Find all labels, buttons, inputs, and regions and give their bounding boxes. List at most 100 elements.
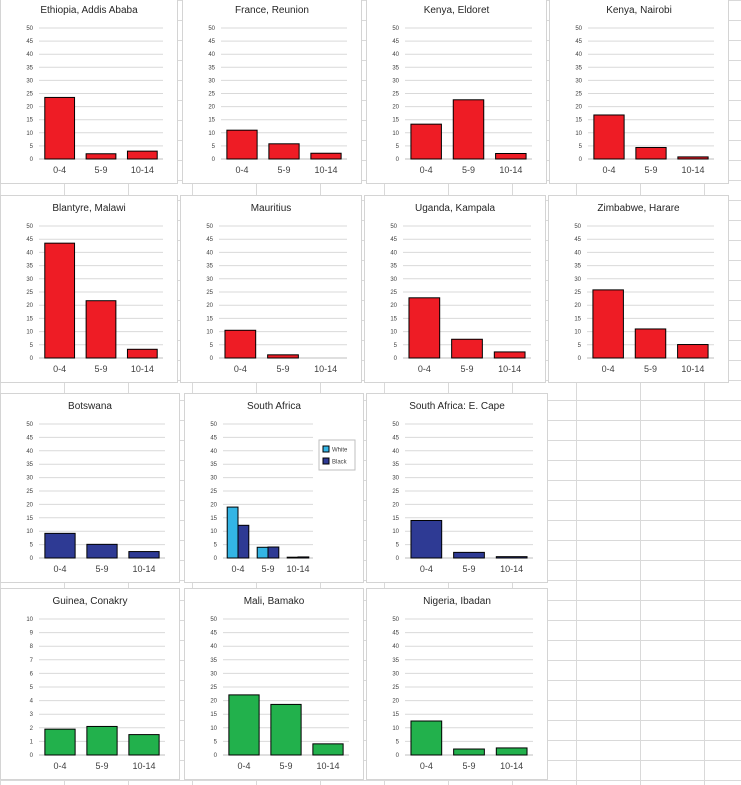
chart-svg: Uganda, Kampala 0 5 10 15 20 25 30 35 40 45 50 0-4 5-… bbox=[390, 203, 531, 374]
chart-svg: Kenya, Eldoret 0 5 10 15 20 25 30 35 40 45 50 0-4 5-9… bbox=[392, 5, 532, 175]
bar bbox=[86, 725, 118, 756]
y-tick-label: 5 bbox=[30, 543, 34, 549]
y-tick-label: 20 bbox=[575, 105, 582, 111]
chart-title: Mali, Bamako bbox=[244, 596, 305, 607]
bar bbox=[85, 300, 117, 359]
bar bbox=[44, 728, 76, 756]
chart-title: Botswana bbox=[68, 401, 112, 412]
category-label: 0-4 bbox=[602, 364, 615, 374]
category-label: 10-14 bbox=[132, 564, 155, 574]
chart-svg: South Africa: E. Cape 0 5 10 15 20 25 30 35 40 45 5… bbox=[392, 401, 533, 574]
y-tick-label: 35 bbox=[26, 462, 33, 468]
category-label: 5-9 bbox=[95, 761, 108, 771]
chart-panel: Mali, Bamako 0 5 10 15 20 25 30 35 40 45 50 0-4 5-9 10… bbox=[184, 588, 364, 780]
category-label: 5-9 bbox=[279, 761, 292, 771]
legend-swatch bbox=[322, 445, 330, 453]
category-label: 10-14 bbox=[132, 761, 155, 771]
chart-title: France, Reunion bbox=[235, 5, 309, 16]
bar bbox=[237, 524, 250, 559]
y-tick-label: 45 bbox=[392, 435, 399, 441]
y-tick-label: 5 bbox=[396, 144, 400, 150]
bar bbox=[256, 546, 269, 559]
y-tick-label: 0 bbox=[579, 157, 583, 163]
category-label: 0-4 bbox=[420, 564, 433, 574]
bar bbox=[495, 747, 528, 756]
y-tick-label: 5 bbox=[30, 144, 34, 150]
y-tick-label: 40 bbox=[210, 644, 217, 650]
bar bbox=[126, 150, 158, 160]
y-tick-label: 9 bbox=[30, 631, 34, 637]
y-tick-label: 0 bbox=[214, 753, 218, 759]
chart-panel: South Africa 0 5 10 15 20 25 30 35 40 45 50 0-4 5-9 10… bbox=[184, 393, 364, 583]
chart-svg: Blantyre, Malawi 0 5 10 15 20 25 30 35 40 45 50 0-4 5… bbox=[26, 203, 163, 374]
y-tick-label: 5 bbox=[212, 144, 216, 150]
y-tick-label: 40 bbox=[574, 250, 581, 256]
category-label: 0-4 bbox=[53, 564, 66, 574]
bar bbox=[86, 543, 118, 559]
category-label: 5-9 bbox=[94, 165, 107, 175]
y-tick-label: 5 bbox=[579, 144, 583, 150]
y-tick-label: 15 bbox=[574, 316, 581, 322]
y-tick-label: 10 bbox=[392, 529, 399, 535]
chart-panel: France, Reunion 0 5 10 15 20 25 30 35 40 45 50 0-4 5-… bbox=[182, 0, 362, 184]
chart-svg: Guinea, Conakry 0 1 2 3 4 5 6 7 8 9 10 0-4 5-9 10-14 bbox=[26, 596, 165, 771]
y-tick-label: 35 bbox=[390, 264, 397, 270]
bar bbox=[634, 328, 667, 359]
y-tick-label: 20 bbox=[390, 303, 397, 309]
y-tick-label: 50 bbox=[392, 26, 399, 32]
bar bbox=[453, 551, 485, 559]
category-label: 10-14 bbox=[131, 364, 154, 374]
chart-title: South Africa: E. Cape bbox=[409, 401, 505, 412]
y-tick-label: 30 bbox=[206, 277, 213, 283]
y-tick-label: 30 bbox=[392, 671, 399, 677]
category-label: 0-4 bbox=[234, 364, 247, 374]
y-tick-label: 25 bbox=[574, 290, 581, 296]
bar bbox=[410, 123, 442, 160]
category-label: 10-14 bbox=[498, 364, 521, 374]
y-tick-label: 15 bbox=[26, 118, 33, 124]
y-tick-label: 20 bbox=[392, 502, 399, 508]
category-label: 0-4 bbox=[53, 364, 66, 374]
y-tick-label: 5 bbox=[394, 343, 398, 349]
y-tick-label: 50 bbox=[26, 26, 33, 32]
bar bbox=[226, 129, 258, 160]
y-tick-label: 15 bbox=[210, 712, 217, 718]
chart-svg: Zimbabwe, Harare 0 5 10 15 20 25 30 35 40 45 50 0-4 5… bbox=[574, 203, 714, 374]
y-tick-label: 0 bbox=[30, 356, 34, 362]
y-tick-label: 40 bbox=[390, 250, 397, 256]
y-tick-label: 10 bbox=[208, 131, 215, 137]
chart-svg: South Africa 0 5 10 15 20 25 30 35 40 45 50 0-4 5-9 10… bbox=[210, 401, 356, 574]
y-tick-label: 2 bbox=[30, 726, 34, 732]
category-label: 0-4 bbox=[602, 165, 615, 175]
y-tick-label: 15 bbox=[392, 516, 399, 522]
y-tick-label: 5 bbox=[214, 543, 218, 549]
y-tick-label: 40 bbox=[210, 449, 217, 455]
category-label: 10-14 bbox=[500, 761, 523, 771]
category-label: 10-14 bbox=[499, 165, 522, 175]
y-tick-label: 50 bbox=[392, 617, 399, 623]
chart-title: Guinea, Conakry bbox=[52, 596, 127, 607]
y-tick-label: 20 bbox=[210, 699, 217, 705]
y-tick-label: 20 bbox=[574, 303, 581, 309]
bar bbox=[635, 146, 667, 160]
category-label: 5-9 bbox=[460, 364, 473, 374]
y-tick-label: 40 bbox=[392, 449, 399, 455]
y-tick-label: 20 bbox=[208, 105, 215, 111]
y-tick-label: 10 bbox=[26, 330, 33, 336]
y-tick-label: 25 bbox=[210, 489, 217, 495]
legend-box bbox=[318, 439, 356, 471]
y-tick-label: 30 bbox=[26, 476, 33, 482]
bar bbox=[226, 506, 239, 559]
y-tick-label: 0 bbox=[30, 753, 34, 759]
category-label: 5-9 bbox=[462, 564, 475, 574]
y-tick-label: 30 bbox=[390, 277, 397, 283]
y-tick-label: 35 bbox=[208, 65, 215, 71]
y-tick-label: 20 bbox=[392, 699, 399, 705]
bar bbox=[44, 96, 76, 160]
y-tick-label: 5 bbox=[30, 343, 34, 349]
y-tick-label: 50 bbox=[390, 224, 397, 230]
y-tick-label: 35 bbox=[575, 65, 582, 71]
bar bbox=[677, 156, 709, 160]
y-tick-label: 30 bbox=[26, 78, 33, 84]
chart-panel: Uganda, Kampala 0 5 10 15 20 25 30 35 40 45 50 0-4 5-… bbox=[364, 195, 546, 383]
